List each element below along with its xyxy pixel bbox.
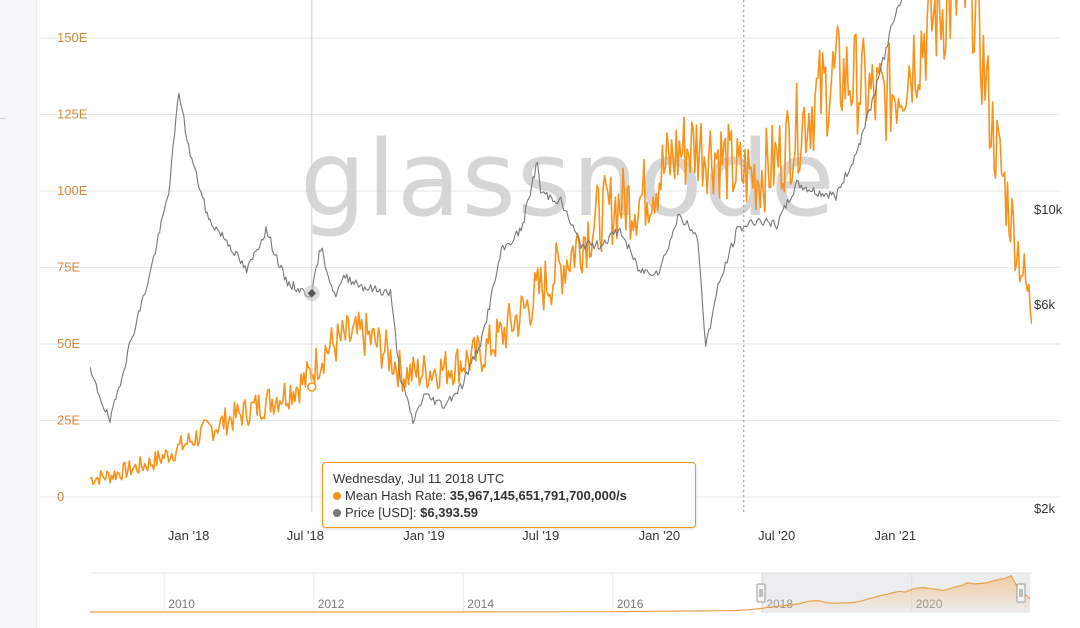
tooltip-row-price: Price [USD]: $6,393.59 bbox=[333, 504, 685, 521]
x-axis-tick-label: Jan '20 bbox=[639, 528, 681, 543]
right-axis-tick-label: $10k bbox=[1034, 202, 1063, 217]
left-sidebar-rail bbox=[0, 0, 37, 628]
tooltip-price-name: Price [USD] bbox=[345, 505, 413, 520]
navigator-tick-label: 2016 bbox=[617, 597, 644, 611]
price-dot-icon bbox=[333, 509, 341, 517]
left-y-axis: 0 25E 50E 75E 100E 125E 150E bbox=[57, 30, 88, 504]
tooltip-date: Wednesday, Jul 11 2018 UTC bbox=[333, 471, 505, 486]
navigator-left-handle[interactable] bbox=[756, 583, 766, 603]
chart-grid bbox=[40, 37, 1060, 498]
left-axis-tick-label: 75E bbox=[57, 260, 80, 275]
left-axis-tick-label: 25E bbox=[57, 413, 80, 428]
left-axis-tick-label: 125E bbox=[57, 107, 88, 122]
sidebar-divider bbox=[0, 118, 6, 119]
hash-rate-dot-icon bbox=[333, 492, 341, 500]
chart-tooltip: Wednesday, Jul 11 2018 UTC Mean Hash Rat… bbox=[322, 462, 696, 528]
series-mean-hash-rate-point bbox=[307, 382, 317, 392]
x-axis-tick-label: Jan '18 bbox=[168, 528, 210, 543]
x-axis-tick-label: Jul '19 bbox=[522, 528, 559, 543]
series-price-usd-line bbox=[90, 0, 903, 425]
range-navigator[interactable]: 201020122014201620182020 bbox=[90, 572, 1032, 613]
x-axis-tick-label: Jan '19 bbox=[403, 528, 445, 543]
right-axis-tick-label: $6k bbox=[1034, 297, 1055, 312]
navigator-series-line bbox=[90, 575, 1031, 613]
right-y-axis: $2k $6k $10k bbox=[1034, 202, 1063, 516]
right-axis-tick-label: $2k bbox=[1034, 501, 1055, 516]
left-axis-tick-label: 50E bbox=[57, 336, 80, 351]
tooltip-price-value: $6,393.59 bbox=[420, 505, 478, 520]
tooltip-hash-rate-name: Mean Hash Rate bbox=[345, 488, 443, 503]
navigator-tick-label: 2012 bbox=[318, 597, 345, 611]
left-axis-tick-label: 100E bbox=[57, 183, 88, 198]
tooltip-hash-rate-value: 35,967,145,651,791,700,000/s bbox=[449, 488, 627, 503]
series-price-usd-point bbox=[307, 288, 317, 298]
x-axis: Jan '18 Jul '18 Jan '19 Jul '19 Jan '20 Jul '… bbox=[168, 528, 916, 543]
navigator-tick-label: 2014 bbox=[467, 597, 494, 611]
x-axis-tick-label: Jul '18 bbox=[287, 528, 324, 543]
navigator-right-handle[interactable] bbox=[1016, 583, 1026, 603]
x-axis-tick-label: Jan '21 bbox=[875, 528, 917, 543]
tooltip-row-hash-rate: Mean Hash Rate: 35,967,145,651,791,700,0… bbox=[333, 487, 685, 504]
left-axis-tick-label: 150E bbox=[57, 30, 88, 45]
navigator-tick-label: 2010 bbox=[168, 597, 195, 611]
x-axis-tick-label: Jul '20 bbox=[758, 528, 795, 543]
navigator-series-area bbox=[90, 575, 1030, 612]
series-mean-hash-rate-line bbox=[90, 0, 1032, 486]
left-axis-tick-label: 0 bbox=[57, 489, 64, 504]
